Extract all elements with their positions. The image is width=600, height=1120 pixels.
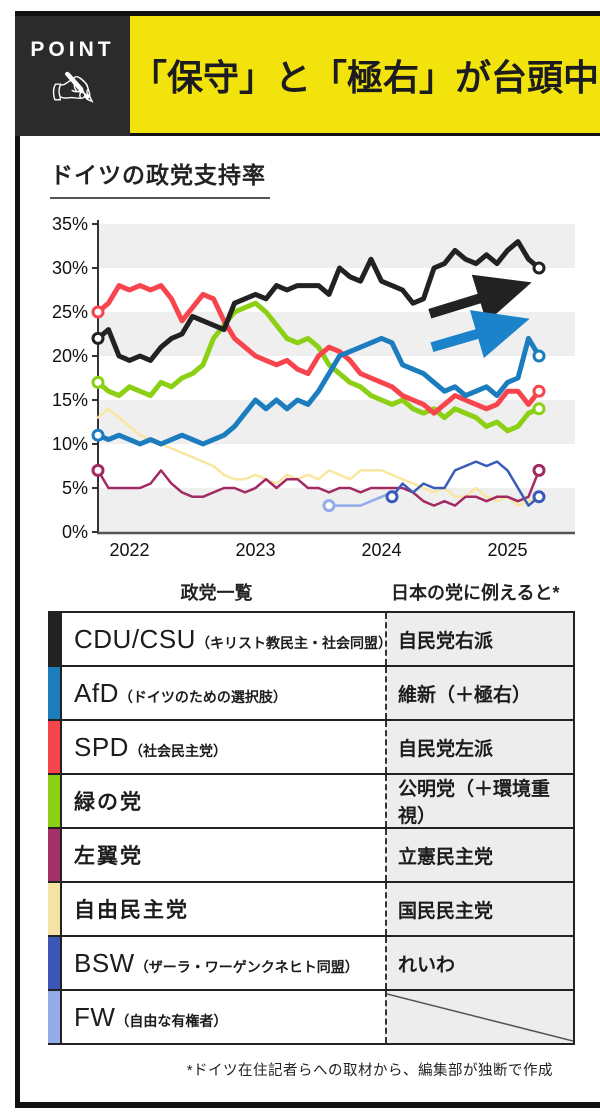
table-header-jp-equivalent: 日本の党に例えると* — [391, 583, 560, 603]
source-footnote: *ドイツ在住記者らへの取材から、編集部が独断で作成 — [186, 1063, 553, 1079]
party-name: AfD — [74, 677, 119, 708]
jp-equivalent-cell: 立憲民主党 — [385, 829, 573, 881]
series-marker — [91, 305, 105, 319]
party-color-swatch — [48, 829, 60, 881]
table-row: AfD（ドイツのための選択肢） 維新（＋極右） — [48, 665, 573, 719]
x-axis-label: 2022 — [109, 540, 149, 560]
jp-equivalent-cell: 維新（＋極右） — [385, 667, 573, 719]
jp-equivalent-cell — [385, 991, 573, 1043]
x-axis-label: 2024 — [361, 540, 401, 560]
support-rate-chart: 0% 5% 10% 15% 20% 25% 30% 35% 2022 2023 2024 2025 — [20, 207, 600, 567]
table-row: SPD（社会民主党） 自民党左派 — [48, 719, 573, 773]
jp-equivalent-cell: 国民民主党 — [385, 883, 573, 935]
jp-equivalent-cell: れいわ — [385, 937, 573, 989]
series-marker — [91, 463, 105, 477]
party-name-cell: AfD（ドイツのための選択肢） — [60, 667, 385, 719]
party-name-cell: BSW（ザーラ・ワーゲンクネヒト同盟） — [60, 937, 385, 989]
party-table: CDU/CSU（キリスト教民主・社会同盟） 自民党右派 AfD（ドイツのための選択肢… — [48, 611, 575, 1045]
jp-equivalent-cell: 自民党右派 — [385, 613, 573, 665]
chart-title: ドイツの政党支持率 — [50, 156, 270, 199]
y-axis-label: 35% — [52, 214, 88, 234]
party-name-cell: 緑の党 — [60, 775, 385, 827]
chart-series — [95, 239, 542, 363]
no-equivalent-diagonal — [387, 993, 573, 1042]
series-marker — [532, 402, 546, 416]
party-name-note: （社会民主党） — [128, 742, 227, 759]
y-axis-label: 10% — [52, 434, 88, 454]
headline-banner: 「保守」と「極右」が台頭中 — [130, 16, 600, 136]
point-badge: POINT ✍ — [15, 16, 130, 136]
chart-series — [95, 335, 542, 447]
table-row: CDU/CSU（キリスト教民主・社会同盟） 自民党右派 — [48, 613, 573, 665]
party-name: SPD — [74, 731, 129, 762]
table-row: FW（自由な有権者） — [48, 989, 573, 1043]
party-name-cell: 左翼党 — [60, 829, 385, 881]
table-row: 緑の党 公明党（＋環境重視） — [48, 773, 573, 827]
chart-canvas: 0% 5% 10% 15% 20% 25% 30% 35% 2022 2023 2024 2025 — [52, 214, 575, 560]
series-marker — [91, 331, 105, 345]
point-label: POINT — [30, 38, 115, 61]
party-color-swatch — [48, 613, 60, 665]
y-axis-label: 20% — [52, 346, 88, 366]
grid-band — [98, 400, 575, 444]
series-marker — [91, 375, 105, 389]
table-headers: 政党一覧 日本の党に例えると* — [48, 579, 575, 605]
y-axis-label: 5% — [62, 478, 88, 498]
party-name: CDU/CSU — [74, 623, 196, 654]
y-axis-label: 15% — [52, 390, 88, 410]
content-card: ドイツの政党支持率 0% 5% 10% 15% 20% 25% 30% 35% 2022 2023… — [15, 136, 600, 1108]
chart-series — [95, 283, 542, 416]
party-name: 緑の党 — [74, 791, 143, 814]
party-name: BSW — [74, 947, 135, 978]
writing-hand-icon: ✍ — [50, 61, 95, 119]
trend-arrow — [430, 310, 530, 359]
table-row: 左翼党 立憲民主党 — [48, 827, 573, 881]
party-name: FW — [74, 1001, 116, 1032]
series-marker — [532, 261, 546, 275]
party-name-note: （自由な有権者） — [115, 1012, 228, 1029]
party-color-swatch — [48, 721, 60, 773]
party-color-swatch — [48, 667, 60, 719]
party-name-note: （ドイツのための選択肢） — [118, 688, 287, 705]
y-axis-label: 30% — [52, 258, 88, 278]
party-color-swatch — [48, 883, 60, 935]
grid-band — [98, 488, 575, 532]
chart-series — [95, 300, 542, 434]
series-marker — [385, 490, 399, 504]
y-axis-label: 0% — [62, 522, 88, 542]
series-marker — [91, 428, 105, 442]
trend-arrow — [428, 274, 532, 323]
party-name-cell: FW（自由な有権者） — [60, 991, 385, 1043]
party-name-cell: SPD（社会民主党） — [60, 721, 385, 773]
party-color-swatch — [48, 991, 60, 1043]
party-color-swatch — [48, 937, 60, 989]
party-name-note: （ザーラ・ワーゲンクネヒト同盟） — [134, 958, 359, 975]
party-name: 自由民主党 — [74, 899, 189, 922]
grid-band — [98, 224, 575, 268]
series-marker — [532, 463, 546, 477]
chart-series — [327, 491, 394, 507]
table-header-parties: 政党一覧 — [180, 583, 253, 603]
headline-text: 「保守」と「極右」が台頭中 — [130, 56, 599, 98]
table-row: BSW（ザーラ・ワーゲンクネヒト同盟） れいわ — [48, 935, 573, 989]
party-name-cell: CDU/CSU（キリスト教民主・社会同盟） — [60, 613, 385, 665]
header: POINT ✍ 「保守」と「極右」が台頭中 — [15, 11, 600, 136]
jp-equivalent-cell: 自民党左派 — [385, 721, 573, 773]
party-name-note: （キリスト教民主・社会同盟） — [195, 634, 385, 651]
party-color-swatch — [48, 775, 60, 827]
x-axis-label: 2023 — [235, 540, 275, 560]
party-name-cell: 自由民主党 — [60, 883, 385, 935]
y-axis-label: 25% — [52, 302, 88, 322]
x-axis-label: 2025 — [487, 540, 527, 560]
chart-series — [96, 469, 541, 507]
series-marker — [532, 490, 546, 504]
series-marker — [532, 384, 546, 398]
series-marker — [322, 499, 336, 513]
jp-equivalent-cell: 公明党（＋環境重視） — [385, 775, 573, 827]
chart-series — [390, 460, 541, 507]
table-row: 自由民主党 国民民主党 — [48, 881, 573, 935]
party-name: 左翼党 — [74, 845, 143, 868]
series-marker — [532, 349, 546, 363]
